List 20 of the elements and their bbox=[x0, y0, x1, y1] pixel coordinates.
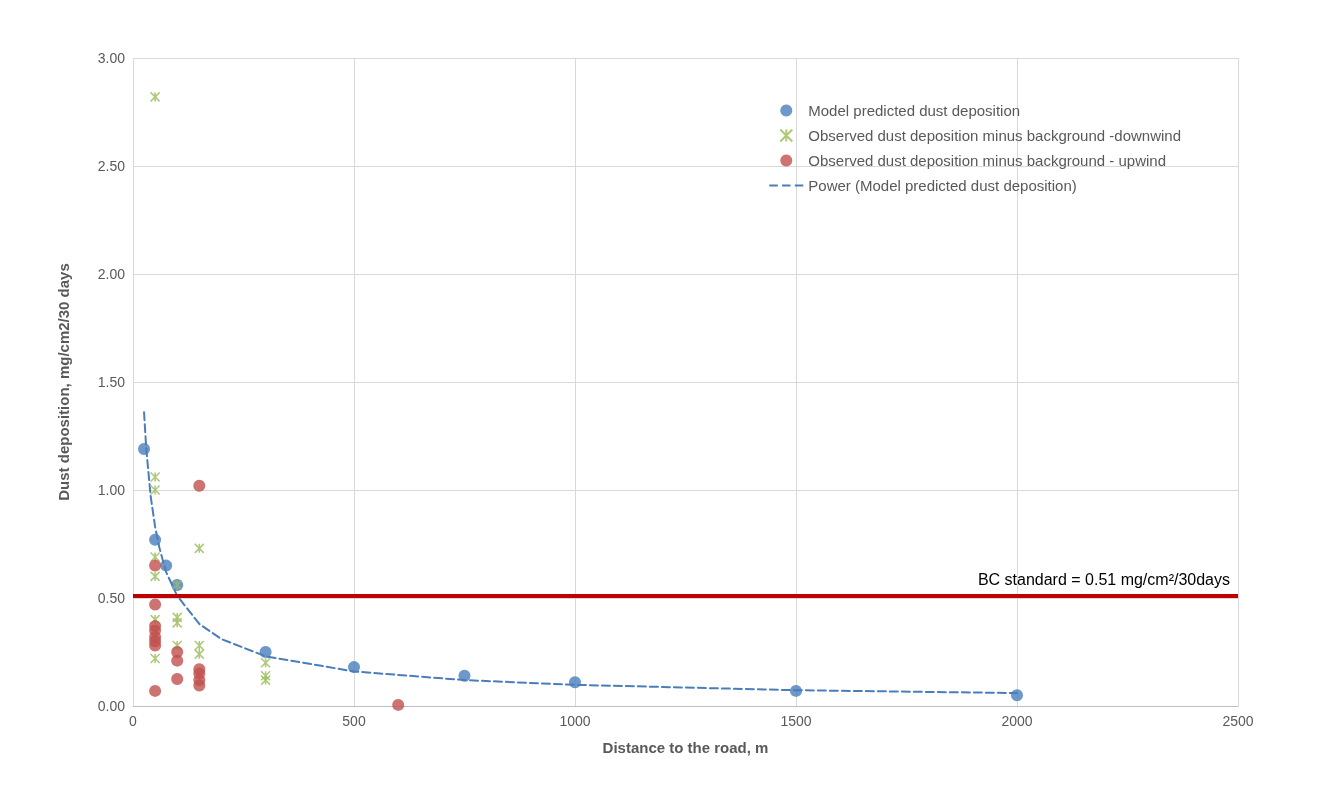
x-axis-title: Distance to the road, m bbox=[602, 739, 769, 756]
legend-label: Observed dust deposition minus background -downwind bbox=[808, 127, 1181, 144]
legend-label: Power (Model predicted dust deposition) bbox=[808, 177, 1077, 194]
x-tick-label: 1500 bbox=[780, 713, 812, 729]
y-tick-label: 1.50 bbox=[97, 374, 126, 390]
y-tick-label: 2.50 bbox=[97, 158, 126, 174]
y-tick-label: 0.50 bbox=[97, 590, 126, 606]
x-tick-label: 0 bbox=[129, 713, 138, 729]
legend-label: Model predicted dust deposition bbox=[808, 102, 1021, 119]
x-tick-label: 2000 bbox=[1001, 713, 1033, 729]
y-tick-label: 1.00 bbox=[97, 482, 126, 498]
y-tick-label: 2.00 bbox=[97, 266, 126, 282]
x-tick-label: 2500 bbox=[1222, 713, 1254, 729]
legend-label: Observed dust deposition minus background - upwind bbox=[808, 152, 1166, 169]
ref-line-label: BC standard = 0.51 mg/cm²/30days bbox=[977, 571, 1230, 589]
x-tick-label: 500 bbox=[342, 713, 366, 729]
y-tick-label: 0.00 bbox=[97, 698, 126, 714]
y-tick-label: 3.00 bbox=[97, 50, 126, 66]
x-tick-label: 1000 bbox=[559, 713, 591, 729]
y-axis-title: Dust deposition, mg/cm2/30 days bbox=[55, 263, 72, 501]
